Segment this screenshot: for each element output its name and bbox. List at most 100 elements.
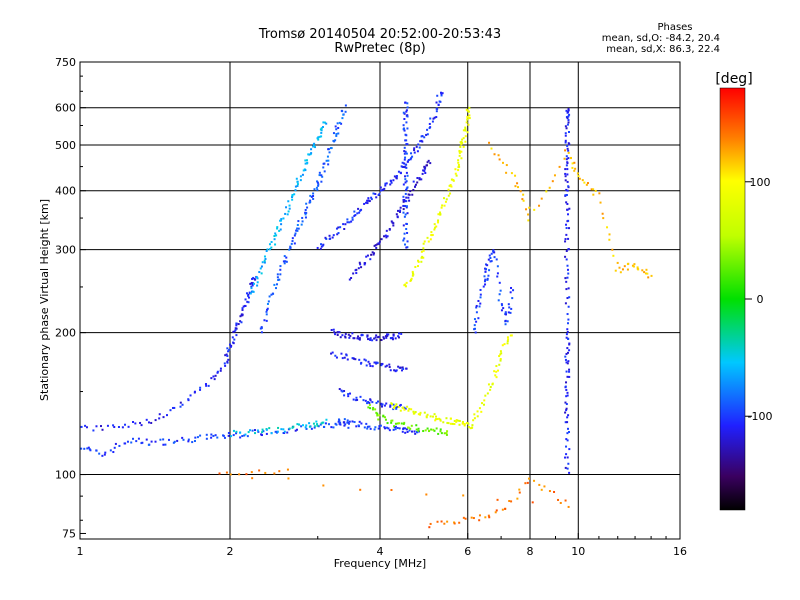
data-point — [435, 110, 438, 113]
data-point — [341, 117, 344, 120]
data-point — [447, 422, 450, 425]
data-point — [477, 299, 480, 302]
data-point — [402, 204, 405, 207]
data-point — [647, 276, 650, 279]
data-point — [483, 399, 486, 402]
data-point — [265, 428, 268, 431]
data-point — [412, 410, 415, 413]
data-point — [368, 403, 371, 406]
data-point — [270, 241, 273, 244]
data-point — [296, 183, 299, 186]
data-point — [533, 479, 536, 482]
data-point — [259, 267, 262, 270]
data-point — [564, 358, 567, 361]
data-point — [249, 282, 252, 285]
data-point — [304, 216, 307, 219]
data-point — [279, 228, 282, 231]
data-point — [619, 271, 622, 274]
data-point — [496, 275, 499, 278]
data-point — [273, 235, 276, 238]
data-point — [618, 266, 621, 269]
data-point — [400, 422, 403, 425]
data-point — [340, 352, 343, 355]
data-point — [608, 238, 611, 241]
data-point — [504, 312, 507, 315]
data-point — [566, 117, 569, 120]
data-point — [354, 399, 357, 402]
data-point — [339, 421, 342, 424]
data-point — [172, 441, 175, 444]
data-point — [352, 272, 355, 275]
data-point — [406, 405, 409, 408]
data-point — [472, 419, 475, 422]
data-point — [461, 138, 464, 141]
data-point — [454, 172, 457, 175]
data-point — [484, 270, 487, 273]
data-point — [371, 251, 374, 254]
data-point — [375, 334, 378, 337]
data-point — [283, 262, 286, 265]
data-point — [564, 302, 567, 305]
data-point — [446, 421, 449, 424]
data-point — [358, 337, 361, 340]
data-point — [446, 430, 449, 433]
data-point — [470, 426, 473, 429]
data-point — [392, 428, 395, 431]
data-point — [421, 135, 424, 138]
data-point — [437, 432, 440, 435]
data-point — [566, 322, 569, 325]
data-point — [316, 137, 319, 140]
data-point — [405, 428, 408, 431]
data-point — [310, 427, 313, 430]
data-point — [458, 151, 461, 154]
data-point — [358, 358, 361, 361]
data-point — [256, 284, 259, 287]
data-point — [395, 403, 398, 406]
data-point — [351, 332, 354, 335]
data-point — [336, 331, 339, 334]
data-point — [287, 210, 290, 213]
data-point — [321, 175, 324, 178]
data-point — [371, 401, 374, 404]
data-point — [487, 258, 490, 261]
data-point — [390, 421, 393, 424]
data-point — [427, 159, 430, 162]
data-point — [567, 414, 570, 417]
data-point — [402, 211, 405, 214]
data-point — [565, 227, 568, 230]
data-point — [312, 197, 315, 200]
data-point — [567, 131, 570, 134]
data-point — [385, 229, 388, 232]
data-point — [270, 246, 273, 249]
data-point — [355, 396, 358, 399]
data-point — [353, 214, 356, 217]
data-point — [296, 227, 299, 230]
data-point — [389, 369, 392, 372]
data-point — [586, 182, 589, 185]
data-point — [384, 418, 387, 421]
data-point — [423, 240, 426, 243]
data-point — [227, 358, 230, 361]
data-point — [564, 499, 567, 502]
data-point — [374, 336, 377, 339]
data-point — [280, 223, 283, 226]
data-point — [357, 207, 360, 210]
data-point — [310, 148, 313, 151]
data-point — [348, 336, 351, 339]
data-point — [399, 209, 402, 212]
data-point — [462, 145, 465, 148]
data-point — [565, 201, 568, 204]
data-point — [275, 287, 278, 290]
data-point — [354, 358, 357, 361]
data-point — [566, 276, 569, 279]
data-point — [341, 110, 344, 113]
data-point — [461, 422, 464, 425]
data-point — [399, 366, 402, 369]
data-point — [291, 194, 294, 197]
data-point — [512, 289, 515, 292]
data-point — [564, 149, 567, 152]
data-point — [433, 116, 436, 119]
data-point — [569, 157, 572, 160]
data-point — [388, 228, 391, 231]
data-point — [297, 227, 300, 230]
